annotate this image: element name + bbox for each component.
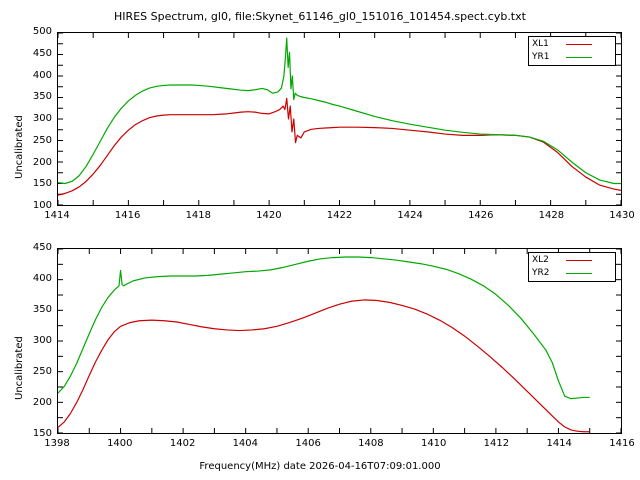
legend-swatch-xl2 <box>566 260 592 261</box>
legend-label-xl1: XL1 <box>532 38 566 51</box>
legend-label-yr2: YR2 <box>532 267 566 280</box>
top-panel: Uncalibrated 100 150 200 250 300 350 400… <box>0 24 640 234</box>
legend-label-xl2: XL2 <box>532 254 566 267</box>
bottom-panel: Uncalibrated 150 200 250 300 350 400 450… <box>0 240 640 460</box>
bottom-legend: XL2 YR2 <box>528 252 616 282</box>
chart-page: HIRES Spectrum, gl0, file:Skynet_61146_g… <box>0 0 640 480</box>
legend-item-yr1: YR1 <box>529 51 615 64</box>
legend-item-xl2: XL2 <box>529 254 615 267</box>
legend-label-yr1: YR1 <box>532 51 566 64</box>
legend-item-yr2: YR2 <box>529 267 615 280</box>
x-axis-title: Frequency(MHz) date 2026-04-16T07:09:01.… <box>0 461 640 472</box>
page-title: HIRES Spectrum, gl0, file:Skynet_61146_g… <box>0 10 640 23</box>
legend-swatch-xl1 <box>566 44 592 45</box>
top-legend: XL1 YR1 <box>528 36 616 66</box>
legend-swatch-yr1 <box>566 57 592 58</box>
legend-swatch-yr2 <box>566 273 592 274</box>
legend-item-xl1: XL1 <box>529 38 615 51</box>
